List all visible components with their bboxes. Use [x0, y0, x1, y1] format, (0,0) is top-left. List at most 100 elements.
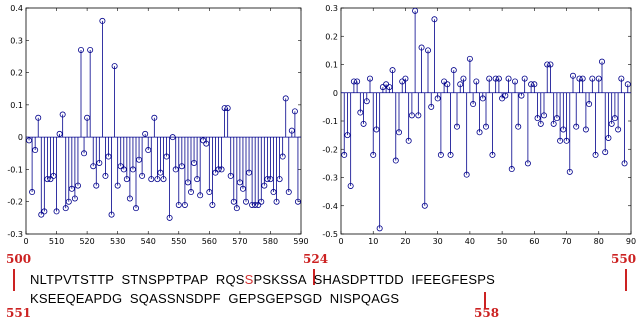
stem-marker — [602, 149, 609, 156]
x-tick-label: 590 — [293, 237, 308, 246]
stem-marker — [105, 153, 112, 160]
stem-marker — [93, 182, 100, 189]
stem-marker — [495, 75, 502, 82]
stem-marker — [405, 137, 412, 144]
end-line2-bar — [484, 292, 486, 308]
stem-marker — [608, 120, 615, 127]
stem-marker — [524, 160, 531, 167]
stem-marker — [151, 114, 158, 121]
stem-marker — [44, 176, 51, 183]
stem-marker — [412, 7, 419, 14]
stem-marker — [258, 198, 265, 205]
stem-marker — [291, 108, 298, 115]
stem-marker — [444, 81, 451, 88]
y-tick-label: 0.2 — [10, 69, 23, 78]
stem-marker — [344, 132, 351, 139]
y-tick-label: 0.1 — [325, 61, 338, 70]
stem-marker — [233, 205, 240, 212]
stem-marker — [224, 105, 231, 112]
stem-marker — [270, 189, 277, 196]
stem-marker — [212, 169, 219, 176]
stem-marker — [111, 63, 118, 70]
stem-marker — [187, 189, 194, 196]
mid-bar — [313, 269, 315, 285]
stem-marker — [148, 176, 155, 183]
stem-marker — [466, 55, 473, 62]
stem-marker — [486, 75, 493, 82]
stem-marker — [376, 225, 383, 232]
stem-marker — [605, 134, 612, 141]
stem-marker — [428, 103, 435, 110]
stem-marker — [242, 198, 249, 205]
stem-marker — [62, 205, 69, 212]
stem-marker — [573, 123, 580, 130]
stem-marker — [357, 109, 364, 116]
stem-marker — [252, 201, 259, 208]
stem-marker — [181, 201, 188, 208]
stem-marker — [476, 129, 483, 136]
stem-chart-left: -0.3 -0.2 -0.1 0 0.1 0.2 0.3 0.4 0 510 520 530 540 55… — [0, 0, 318, 248]
stem-marker — [175, 201, 182, 208]
marker-558: 558 — [474, 306, 500, 320]
stem-marker — [29, 189, 36, 196]
stem-marker — [457, 81, 464, 88]
stem-marker — [528, 81, 535, 88]
stem-marker — [367, 75, 374, 82]
marker-551: 551 — [6, 306, 32, 320]
stem-marker — [139, 172, 146, 179]
stem-plot-left: -0.3 -0.2 -0.1 0 0.1 0.2 0.3 0.4 0 510 520 530 540 55… — [7, 4, 308, 246]
stem-marker — [389, 67, 396, 74]
stem-marker — [78, 46, 85, 53]
x-tick-label: 10 — [368, 237, 378, 246]
stem-marker — [184, 179, 191, 186]
marker-550: 550 — [611, 252, 637, 266]
stem-marker — [132, 205, 139, 212]
y-tick-label: -0.3 — [7, 230, 23, 239]
stem-marker — [502, 92, 509, 99]
x-tick-label: 580 — [263, 237, 278, 246]
stem-marker — [415, 112, 422, 119]
stem-marker — [206, 189, 213, 196]
stem-marker — [618, 75, 625, 82]
stem-marker — [32, 147, 39, 154]
stem-marker — [347, 182, 354, 189]
stem-marker — [550, 120, 557, 127]
stem-marker — [392, 157, 399, 164]
end-bar — [625, 269, 627, 291]
stem-marker — [473, 78, 480, 85]
stem-marker — [569, 72, 576, 79]
stem-marker — [209, 201, 216, 208]
stem-marker — [453, 123, 460, 130]
stem-marker — [160, 176, 167, 183]
stem-marker — [544, 61, 551, 68]
x-tick-label: 560 — [202, 237, 217, 246]
stem-marker — [239, 185, 246, 192]
y-tick-label: 0 — [333, 89, 338, 98]
stem-marker — [26, 137, 33, 144]
stem-marker — [200, 137, 207, 144]
stem-marker — [172, 166, 179, 173]
x-tick-label: 50 — [497, 237, 507, 246]
stem-marker — [531, 81, 538, 88]
x-tick-label: 90 — [626, 237, 636, 246]
stem-marker — [515, 123, 522, 130]
stem-marker — [360, 120, 367, 127]
stem-marker — [264, 176, 271, 183]
stem-marker — [261, 182, 268, 189]
x-tick-label: 30 — [433, 237, 443, 246]
stem-marker — [169, 134, 176, 141]
stem-marker — [557, 137, 564, 144]
stem-marker — [615, 126, 622, 133]
stem-marker — [166, 214, 173, 221]
stem-marker — [267, 176, 274, 183]
stem-marker — [470, 101, 477, 108]
x-tick-label: 520 — [79, 237, 94, 246]
stem-marker — [624, 81, 631, 88]
stem-marker — [41, 208, 48, 215]
y-tick-label: 0.3 — [10, 36, 23, 45]
stem-marker — [418, 44, 425, 51]
stem-marker — [56, 130, 63, 137]
stem-marker — [582, 126, 589, 133]
stem-marker — [282, 95, 289, 102]
stem-marker — [142, 130, 149, 137]
